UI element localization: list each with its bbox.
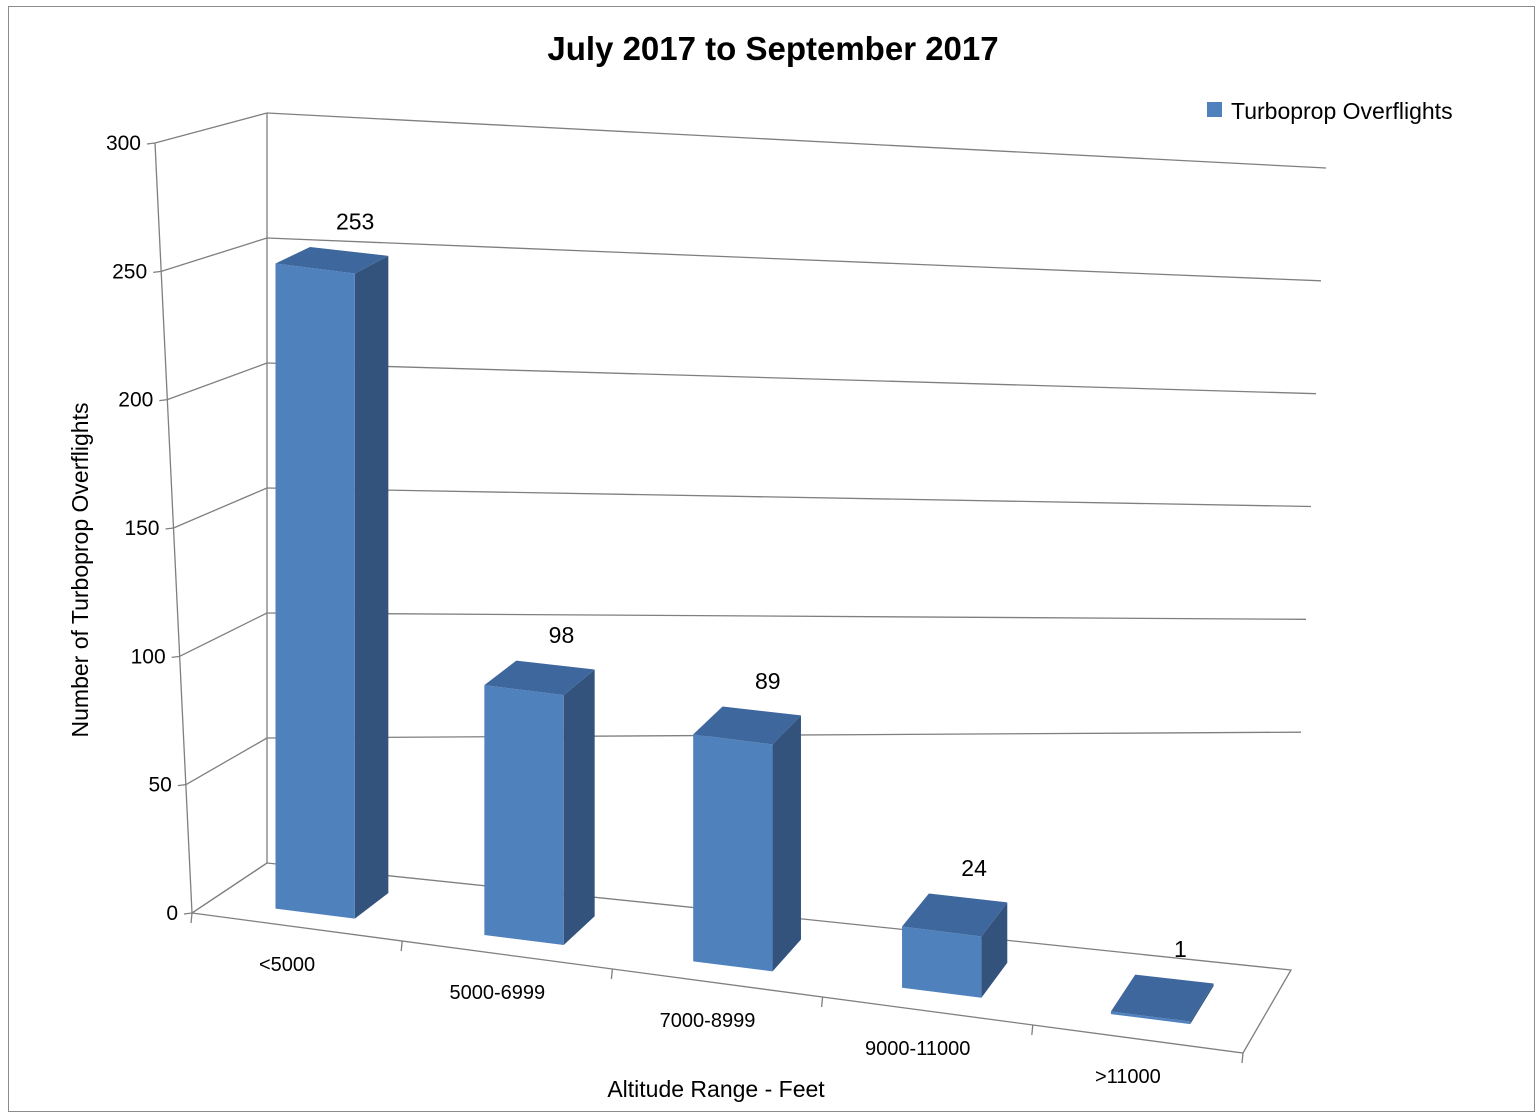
data-label: 253 — [336, 208, 374, 234]
bar-3 — [693, 706, 801, 972]
x-tick-mark — [1241, 1052, 1244, 1064]
category-label: <5000 — [259, 954, 315, 976]
bar-side-face — [981, 902, 1008, 998]
y-tick-label: 50 — [148, 774, 171, 797]
y-tick-mark — [183, 912, 193, 915]
bar-side-face — [354, 255, 389, 919]
bar-front-face — [1110, 1011, 1191, 1025]
y-tick-label: 150 — [124, 517, 159, 540]
bar-1 — [275, 246, 389, 919]
bar-side-face — [772, 715, 801, 972]
bar-top-face — [275, 246, 389, 274]
floor-outline — [191, 862, 1293, 1054]
side-gridline — [173, 487, 268, 529]
x-tick-mark — [1031, 1024, 1034, 1036]
side-gridline — [185, 737, 268, 786]
y-tick-label: 250 — [112, 260, 147, 283]
gridline — [266, 362, 1317, 395]
category-labels: <5000 5000-6999 7000-8999 9000-11000 >11000 — [259, 954, 1161, 1088]
x-tick-mark — [400, 940, 403, 952]
data-label: 89 — [755, 668, 781, 694]
category-label: 5000-6999 — [449, 982, 545, 1004]
bar-side-face — [563, 669, 595, 946]
gridline — [266, 612, 1307, 620]
bar-top-face — [693, 706, 801, 745]
y-tick-mark — [171, 655, 180, 658]
bar-4 — [902, 893, 1008, 998]
data-label: 1 — [1174, 936, 1187, 962]
gridline — [266, 112, 1327, 169]
data-labels: 253 98 89 24 1 — [336, 208, 1187, 962]
y-tick-label: 100 — [131, 645, 166, 668]
x-tick-mark — [190, 912, 193, 924]
gridline — [266, 487, 1312, 508]
legend-label: Turboprop Overflights — [1231, 98, 1453, 124]
y-tick-mark — [153, 270, 162, 273]
y-tick-labels: 0 50 100 150 200 250 300 — [106, 132, 178, 925]
gridline — [266, 237, 1322, 282]
y-axis-front-edge — [154, 142, 193, 914]
bar-side-face — [1190, 983, 1214, 1025]
y-tick-label: 200 — [118, 389, 153, 412]
y-tick-label: 300 — [106, 132, 141, 155]
category-label: >11000 — [1095, 1066, 1161, 1088]
category-label: 7000-8999 — [660, 1010, 756, 1032]
bar-front-face — [275, 263, 355, 919]
data-label: 98 — [549, 622, 575, 648]
bar-top-face — [902, 893, 1008, 937]
legend-swatch — [1207, 102, 1222, 117]
bar-5 — [1110, 974, 1214, 1025]
side-gridline — [160, 237, 268, 272]
bar-2 — [484, 660, 595, 946]
legend: Turboprop Overflights — [1207, 98, 1453, 124]
bars — [275, 246, 1214, 1025]
data-label: 24 — [961, 855, 987, 881]
x-tick-mark — [610, 968, 614, 980]
bar-front-face — [902, 926, 982, 998]
y-axis-title: Number of Turboprop Overflights — [67, 403, 93, 738]
bar-top-face — [484, 660, 595, 696]
y-tick-mark — [165, 527, 174, 530]
y-tick-mark — [146, 142, 156, 145]
y-tick-label: 0 — [166, 902, 178, 925]
chart-title: July 2017 to September 2017 — [547, 30, 998, 67]
y-tick-mark — [177, 784, 186, 787]
side-gridline — [179, 612, 268, 657]
side-gridline — [167, 362, 268, 401]
x-axis-title: Altitude Range - Feet — [607, 1076, 825, 1102]
y-tick-mark — [159, 399, 168, 402]
bar-front-face — [693, 734, 773, 972]
bar-front-face — [484, 685, 564, 946]
category-label: 9000-11000 — [865, 1038, 970, 1060]
axes — [146, 113, 1293, 1064]
side-gridline — [154, 112, 268, 144]
x-tick-mark — [820, 996, 824, 1008]
bar-top-face — [1110, 974, 1214, 1022]
